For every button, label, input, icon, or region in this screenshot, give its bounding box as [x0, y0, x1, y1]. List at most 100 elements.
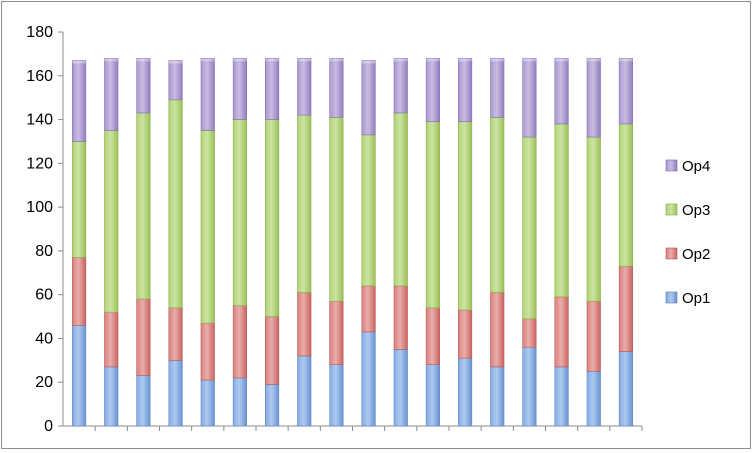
bar-op4-18: [618, 57, 633, 125]
bars: [72, 57, 633, 427]
bar-op1-13: [458, 357, 473, 427]
bar-top-highlight: [554, 58, 569, 62]
bar-top-highlight: [265, 58, 279, 62]
bar-op3-12: [425, 121, 440, 309]
legend-swatch-op4: [665, 159, 678, 172]
bar-op3-10: [361, 134, 376, 287]
bar-op1-6: [232, 377, 247, 427]
bar-op2-2: [104, 311, 119, 368]
bar-top-highlight: [297, 58, 312, 62]
bar-op2-9: [329, 300, 344, 366]
bar-op4-1: [72, 60, 87, 142]
bar-op2-10: [361, 285, 376, 333]
bar-op3-2: [104, 130, 119, 313]
bar-op3-3: [136, 112, 151, 300]
bar-op4-8: [297, 57, 312, 116]
legend-swatch-op1: [665, 291, 678, 304]
bar-op3-16: [554, 123, 569, 298]
bar-op3-15: [522, 136, 537, 320]
bar-top-highlight: [490, 58, 505, 62]
bar-op2-12: [425, 307, 440, 366]
bar-op4-7: [265, 57, 280, 120]
bar-top-highlight: [329, 58, 344, 62]
bar-op2-16: [554, 296, 569, 368]
bar-op2-17: [586, 300, 601, 372]
bar-op3-5: [200, 130, 215, 324]
axes: 0 20 40 60 80 100 120 140 160 180: [26, 24, 643, 435]
bar-op4-16: [554, 57, 569, 125]
bar-top-highlight: [361, 60, 376, 64]
bar-top-highlight: [168, 60, 183, 64]
y-tick-label: 0: [44, 418, 53, 435]
bar-op1-7: [265, 384, 280, 427]
bar-top-highlight: [458, 58, 472, 62]
bar-op3-14: [490, 117, 505, 293]
bar-op3-4: [168, 99, 183, 309]
legend: Op4 Op3 Op2 Op1: [665, 158, 710, 307]
bar-op4-14: [490, 57, 505, 118]
bar-op1-2: [104, 366, 119, 427]
y-tick-label: 160: [26, 68, 53, 85]
bar-top-highlight: [104, 58, 119, 62]
bar-op3-9: [329, 117, 344, 302]
bar-op2-4: [168, 307, 183, 361]
y-tick-label: 120: [26, 155, 53, 172]
bar-op4-6: [232, 57, 247, 120]
stacked-bar-chart: 0 20 40 60 80 100 120 140 160 180 Op4 Op3 Op2 Op1: [26, 24, 710, 435]
bar-op2-3: [136, 298, 151, 376]
legend-swatch-op3: [665, 203, 678, 216]
y-tick-label: 60: [35, 287, 53, 304]
bar-op2-15: [522, 318, 537, 348]
bar-op2-14: [490, 292, 505, 368]
bar-op4-13: [458, 57, 473, 123]
bar-op4-17: [586, 57, 601, 138]
bar-top-highlight: [200, 58, 215, 62]
legend-label-op3: Op3: [682, 202, 710, 219]
bar-op2-7: [265, 316, 280, 385]
bar-top-highlight: [393, 58, 408, 62]
bar-op4-9: [329, 57, 344, 118]
legend-label-op4: Op4: [682, 158, 710, 175]
bar-op2-5: [200, 322, 215, 381]
bar-op1-9: [329, 364, 344, 427]
bar-op3-7: [265, 119, 280, 317]
legend-label-op2: Op2: [682, 246, 710, 263]
bar-op3-8: [297, 114, 312, 293]
bar-op4-11: [393, 57, 408, 114]
bar-op2-1: [72, 257, 87, 326]
bar-op3-18: [618, 123, 633, 267]
bar-op2-6: [232, 305, 247, 379]
bar-op3-13: [458, 121, 473, 311]
legend-swatch-op2: [665, 247, 678, 260]
bar-op1-8: [297, 355, 312, 427]
bar-op4-15: [522, 57, 537, 138]
y-tick-label: 180: [26, 24, 53, 41]
bar-op1-3: [136, 375, 151, 427]
bar-op1-1: [72, 325, 87, 427]
bar-top-highlight: [72, 60, 86, 64]
y-tick-label: 80: [35, 243, 53, 260]
bar-op2-8: [297, 292, 312, 357]
bar-op4-10: [361, 60, 376, 136]
bar-top-highlight: [586, 58, 601, 62]
bar-op1-4: [168, 360, 183, 427]
bar-op1-16: [554, 366, 569, 427]
bar-op4-2: [104, 57, 119, 131]
bar-op4-4: [168, 60, 183, 101]
bar-op1-15: [522, 346, 537, 427]
bar-op2-18: [618, 265, 633, 352]
bar-op2-11: [393, 285, 408, 350]
bar-op2-13: [458, 309, 473, 359]
legend-label-op1: Op1: [682, 290, 710, 307]
y-tick-label: 40: [35, 330, 53, 347]
bar-op4-12: [425, 57, 440, 123]
bar-op1-12: [425, 364, 440, 427]
bar-top-highlight: [426, 58, 440, 62]
bar-op4-5: [200, 57, 215, 131]
bar-op3-1: [72, 141, 87, 258]
bar-top-highlight: [233, 58, 247, 62]
y-tick-label: 20: [35, 374, 53, 391]
bar-top-highlight: [619, 58, 633, 62]
bar-op1-10: [361, 331, 376, 427]
